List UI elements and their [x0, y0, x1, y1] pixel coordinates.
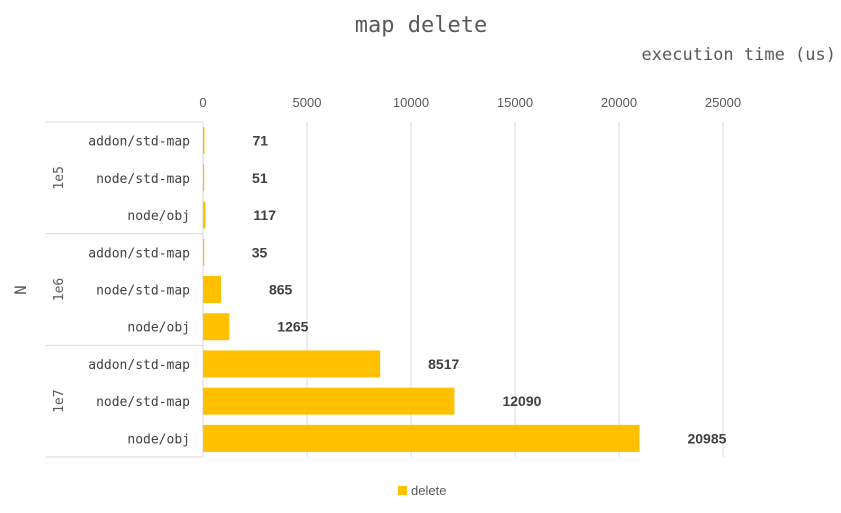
data-label: 12090 — [502, 393, 541, 409]
category-label: addon/std-map — [88, 246, 190, 261]
bar — [203, 164, 205, 192]
bar — [203, 201, 206, 229]
category-label: addon/std-map — [88, 358, 190, 373]
data-label: 20985 — [687, 430, 726, 446]
data-label: 35 — [252, 244, 268, 260]
group-label: 1e7 — [52, 389, 67, 412]
x-tick-label: 10000 — [393, 95, 429, 110]
category-labels: addon/std-map node/std-map node/obj 1e5 addo… — [52, 135, 190, 448]
data-label: 51 — [252, 170, 268, 186]
data-label: 1265 — [277, 319, 308, 335]
data-label: 71 — [252, 133, 268, 149]
x-tick-label: 15000 — [497, 95, 533, 110]
bar — [203, 276, 221, 303]
category-label: addon/std-map — [88, 135, 190, 150]
category-label: node/obj — [127, 432, 190, 447]
bar — [203, 238, 205, 266]
chart-title: map delete — [355, 13, 487, 38]
x-axis-title: execution time (us) — [642, 45, 836, 65]
category-label: node/std-map — [96, 395, 190, 410]
data-label: 117 — [253, 207, 276, 223]
bar — [203, 424, 640, 452]
x-tick-labels: 0 5000 10000 15000 20000 25000 — [199, 95, 741, 110]
x-tick-label: 5000 — [293, 95, 322, 110]
bars: 71 51 117 35 865 1265 8517 12090 20985 — [203, 127, 727, 452]
bar — [203, 127, 205, 155]
legend: delete — [398, 483, 446, 498]
data-label: 8517 — [428, 356, 459, 372]
legend-label: delete — [411, 483, 446, 498]
category-label: node/obj — [127, 209, 190, 224]
category-label: node/obj — [127, 321, 190, 336]
category-label: node/std-map — [96, 284, 190, 299]
group-label: 1e6 — [52, 278, 67, 301]
x-tick-label: 25000 — [705, 95, 741, 110]
legend-swatch — [398, 486, 407, 495]
group-label: 1e5 — [52, 166, 67, 189]
bar — [203, 313, 230, 341]
category-label: node/std-map — [96, 172, 190, 187]
x-tick-label: 20000 — [601, 95, 637, 110]
bar — [203, 387, 455, 415]
y-axis-title: N — [11, 285, 30, 295]
bar — [203, 350, 381, 378]
data-label: 865 — [269, 282, 293, 298]
x-tick-label: 0 — [199, 95, 206, 110]
